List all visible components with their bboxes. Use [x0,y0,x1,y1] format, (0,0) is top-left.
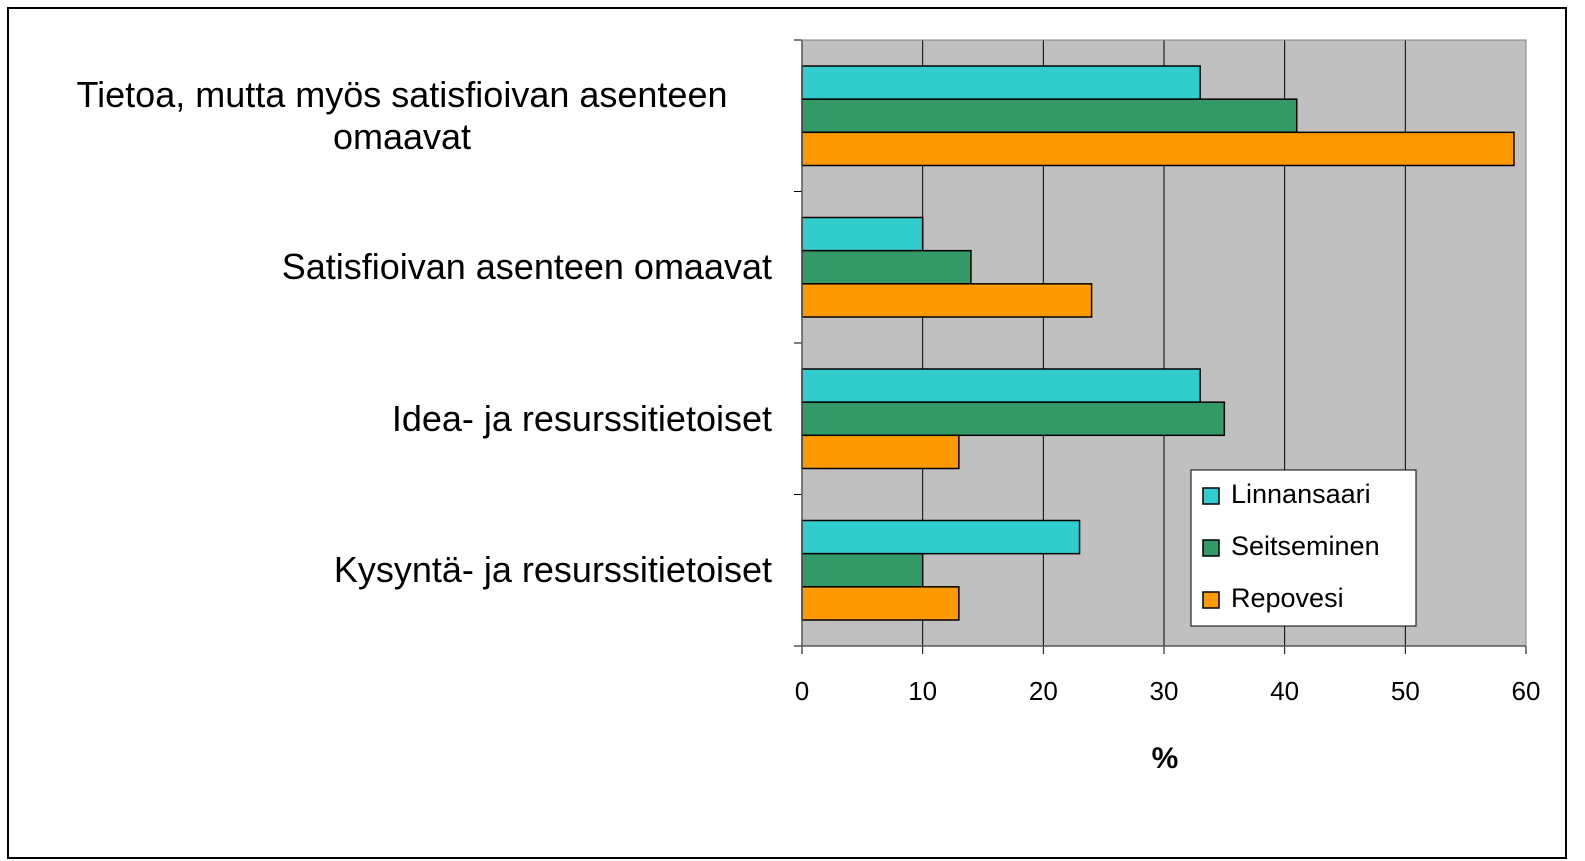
y-tick-label-box: Kysyntä- ja resurssitietoiset [12,495,772,647]
bar [801,65,1201,100]
bar [801,98,1298,134]
bar [801,368,1201,403]
x-tick-label: 20 [1029,676,1058,706]
legend-swatch [1202,487,1220,505]
plot-border [801,39,1527,647]
legend-swatch [1202,539,1220,557]
y-tick-label: Idea- ja resurssitietoiset [391,397,772,439]
bar [801,216,924,252]
y-tick-label-box: Tietoa, mutta myös satisfioivan asenteen… [12,40,772,192]
y-tick-label: Tietoa, mutta myös satisfioivan asenteen… [76,73,728,157]
chart-frame [7,7,1567,859]
y-tick-label: Kysyntä- ja resurssitietoiset [333,549,772,591]
x-axis-label: % [1152,742,1179,775]
legend-swatch [1202,591,1220,609]
legend-box [1190,469,1417,627]
bar [801,519,1081,555]
x-tick-label: 30 [1150,676,1179,706]
x-tick-label: 40 [1270,676,1299,706]
legend-label: Seitseminen [1231,531,1380,561]
bar [801,283,1093,318]
bar [801,552,924,588]
x-tick-label: 10 [908,676,937,706]
bar [801,249,972,285]
x-tick-label: 50 [1391,676,1420,706]
bar [801,434,960,470]
y-tick-label-box: Idea- ja resurssitietoiset [12,343,772,495]
y-tick-label: Satisfioivan asenteen omaavat [281,246,772,288]
bar [801,131,1515,167]
x-tick-label: 60 [1512,676,1541,706]
bar [801,401,1226,437]
y-tick-label-box: Satisfioivan asenteen omaavat [12,192,772,344]
x-tick-label: 0 [795,676,809,706]
legend-label: Linnansaari [1231,479,1371,509]
legend-label: Repovesi [1231,583,1344,613]
bar [801,586,960,621]
